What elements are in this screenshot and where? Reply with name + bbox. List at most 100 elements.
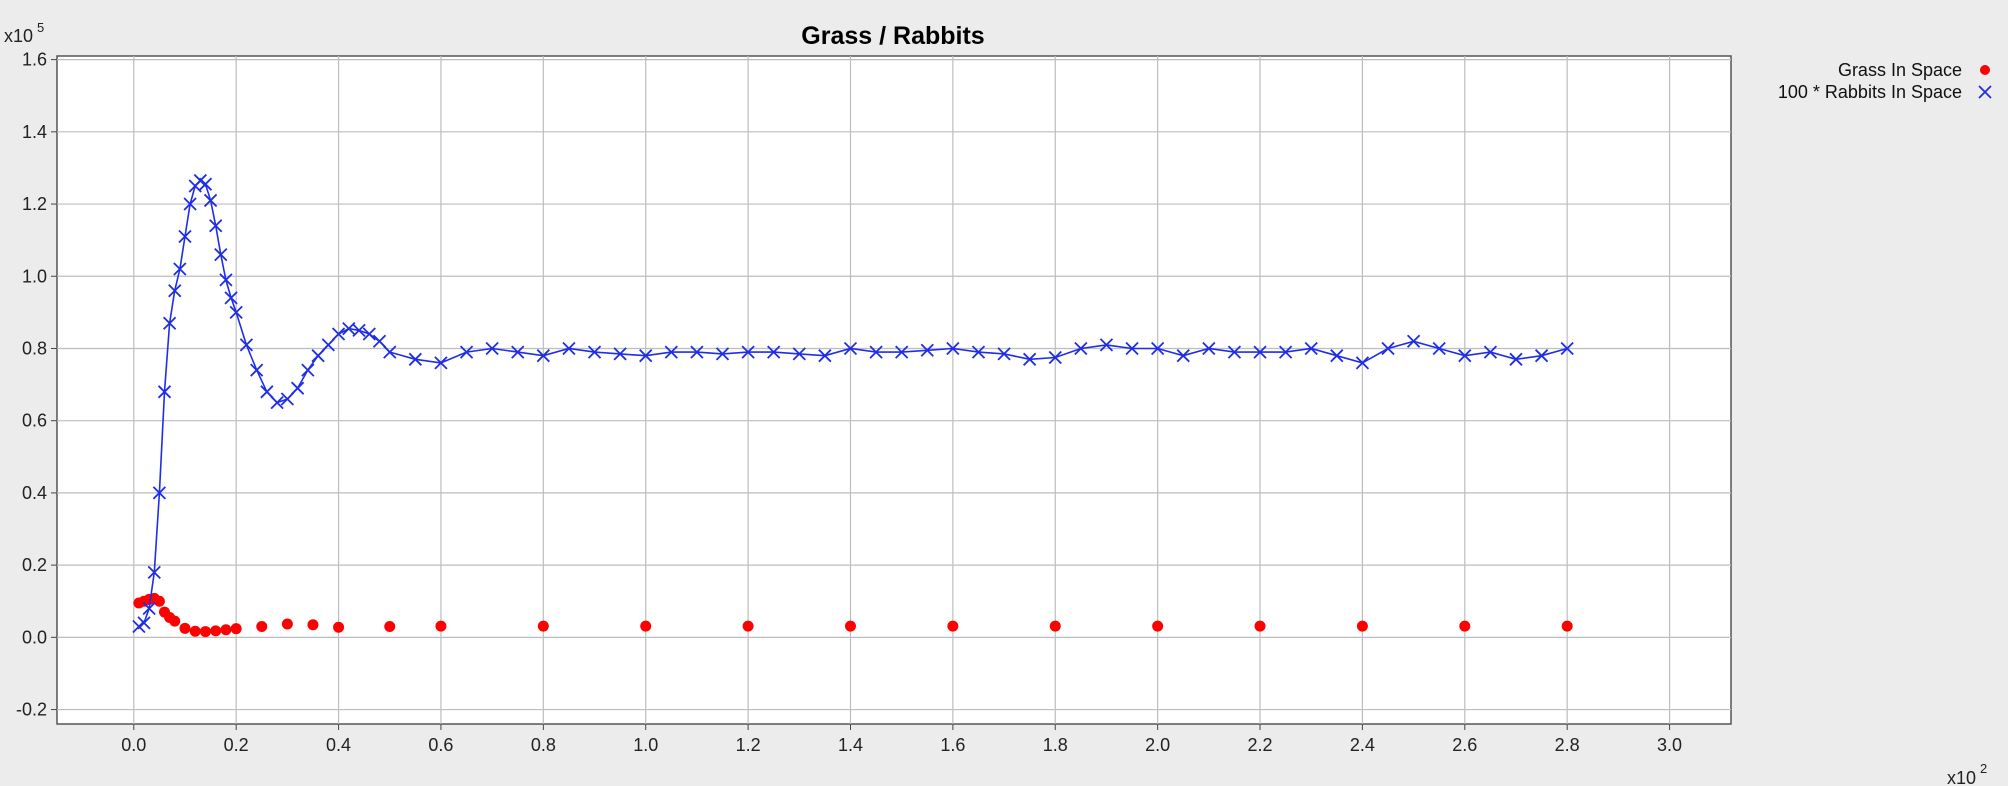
- data-point: [895, 345, 909, 359]
- data-point: [307, 619, 319, 631]
- data-point: [1278, 345, 1293, 359]
- data-point: [1176, 349, 1190, 363]
- plot-area: [56, 55, 1732, 725]
- y-tick-label: 0.4: [22, 483, 47, 503]
- x-tick-label: 0.0: [121, 735, 146, 755]
- data-point: [352, 323, 366, 338]
- data-point: [331, 327, 346, 341]
- y-tick-label: 1.4: [22, 122, 47, 142]
- data-point: [250, 363, 264, 377]
- x-multiplier-base: x10: [1947, 768, 1976, 786]
- series-grass: [133, 592, 1573, 638]
- x-tick-label: 2.8: [1555, 735, 1580, 755]
- data-point: [169, 615, 181, 627]
- data-point: [311, 349, 325, 363]
- data-point: [168, 284, 182, 298]
- y-multiplier-base: x10: [4, 26, 33, 46]
- data-point: [1151, 341, 1165, 356]
- data-point: [290, 381, 305, 395]
- data-point: [459, 345, 474, 359]
- legend-item-rabbits: 100 * Rabbits In Space: [1778, 82, 1992, 102]
- data-point: [333, 621, 345, 633]
- data-point: [1099, 338, 1114, 352]
- data-point: [741, 345, 755, 359]
- data-point: [239, 338, 254, 352]
- data-point: [1254, 620, 1266, 632]
- data-point: [715, 347, 730, 361]
- data-point: [280, 392, 295, 406]
- x-tick-label: 1.2: [736, 735, 761, 755]
- legend-label-rabbits: 100 * Rabbits In Space: [1778, 82, 1962, 102]
- data-point: [664, 345, 678, 359]
- data-point: [1381, 341, 1395, 356]
- data-point: [214, 247, 228, 262]
- data-point: [639, 349, 653, 363]
- data-point: [342, 321, 356, 336]
- legend-marker-grass: [1980, 65, 1990, 75]
- data-point: [1125, 341, 1139, 356]
- data-point: [173, 262, 187, 276]
- data-point: [198, 177, 213, 191]
- data-point: [260, 385, 274, 399]
- data-point: [209, 219, 223, 233]
- data-point: [1152, 620, 1164, 632]
- x-tick-label: 2.0: [1145, 735, 1170, 755]
- data-point: [536, 349, 550, 363]
- data-point: [153, 595, 165, 607]
- data-point: [1459, 620, 1471, 632]
- data-point: [435, 620, 447, 632]
- y-tick-label: 1.0: [22, 266, 47, 286]
- data-point: [301, 363, 315, 377]
- data-point: [1483, 345, 1498, 359]
- x-tick-label: 2.2: [1248, 735, 1273, 755]
- data-point: [690, 345, 704, 359]
- data-point: [384, 621, 396, 633]
- data-point: [742, 620, 754, 632]
- data-point: [219, 273, 233, 287]
- data-point: [1406, 334, 1421, 348]
- series-rabbits: [132, 173, 1574, 634]
- data-point: [434, 356, 448, 370]
- legend-label-grass: Grass In Space: [1838, 60, 1962, 80]
- legend-item-grass: Grass In Space: [1838, 60, 1990, 80]
- data-point: [997, 347, 1011, 361]
- data-point: [537, 620, 549, 632]
- data-point: [511, 345, 525, 359]
- data-point: [408, 352, 422, 366]
- legend-marker-rabbits: [1978, 85, 1992, 99]
- data-point: [971, 345, 986, 359]
- data-point: [1048, 350, 1062, 365]
- y-tick-label: 0.8: [22, 338, 47, 358]
- data-point: [1202, 341, 1216, 356]
- data-point: [199, 626, 211, 638]
- data-point: [220, 624, 232, 636]
- x-tick-label: 1.6: [940, 735, 965, 755]
- data-point: [1458, 349, 1472, 363]
- data-point: [1355, 356, 1370, 370]
- data-point: [1534, 349, 1549, 363]
- data-point: [767, 345, 781, 359]
- x-tick-label: 0.6: [428, 735, 453, 755]
- x-multiplier: x10 2: [1947, 761, 1987, 786]
- data-point: [613, 347, 627, 361]
- x-tick-label: 0.2: [224, 735, 249, 755]
- data-point: [189, 625, 201, 637]
- data-point: [224, 291, 238, 305]
- x-tick-label: 0.4: [326, 735, 351, 755]
- data-point: [818, 349, 832, 363]
- data-point: [1253, 345, 1267, 359]
- data-point: [210, 625, 222, 637]
- data-point: [792, 347, 806, 361]
- data-point: [1356, 620, 1368, 632]
- data-point: [142, 601, 156, 616]
- data-point: [844, 620, 856, 632]
- data-point: [946, 341, 960, 356]
- data-point: [920, 343, 934, 357]
- x-tick-label: 2.6: [1452, 735, 1477, 755]
- data-point: [1560, 341, 1574, 356]
- grid-lines: [51, 56, 1731, 730]
- data-point: [183, 197, 197, 211]
- data-point: [1227, 345, 1242, 359]
- data-point: [843, 341, 858, 356]
